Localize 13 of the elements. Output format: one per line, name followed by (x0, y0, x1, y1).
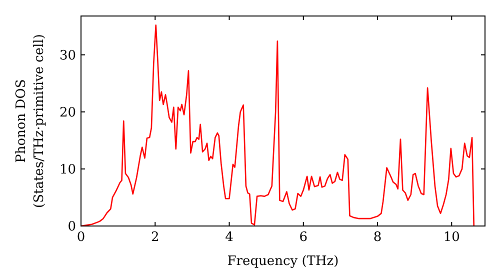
y-tick-label: 30 (59, 48, 76, 64)
y-tick-label: 0 (68, 220, 76, 234)
y-axis-title: Phonon DOS (States/THz·primitive cell) (14, 34, 47, 208)
x-tick-label: 8 (373, 230, 382, 245)
x-tick-label: 0 (76, 230, 86, 245)
x-tick-label: 10 (443, 230, 460, 245)
x-tick-label: 4 (225, 230, 234, 245)
x-tick-label: 6 (299, 230, 308, 245)
y-tick-label: 10 (59, 162, 76, 178)
y-tick-label: 20 (59, 105, 76, 120)
line-series (80, 24, 475, 227)
x-tick-label: 2 (150, 230, 160, 245)
x-axis-title: Frequency (THz) (227, 254, 339, 269)
